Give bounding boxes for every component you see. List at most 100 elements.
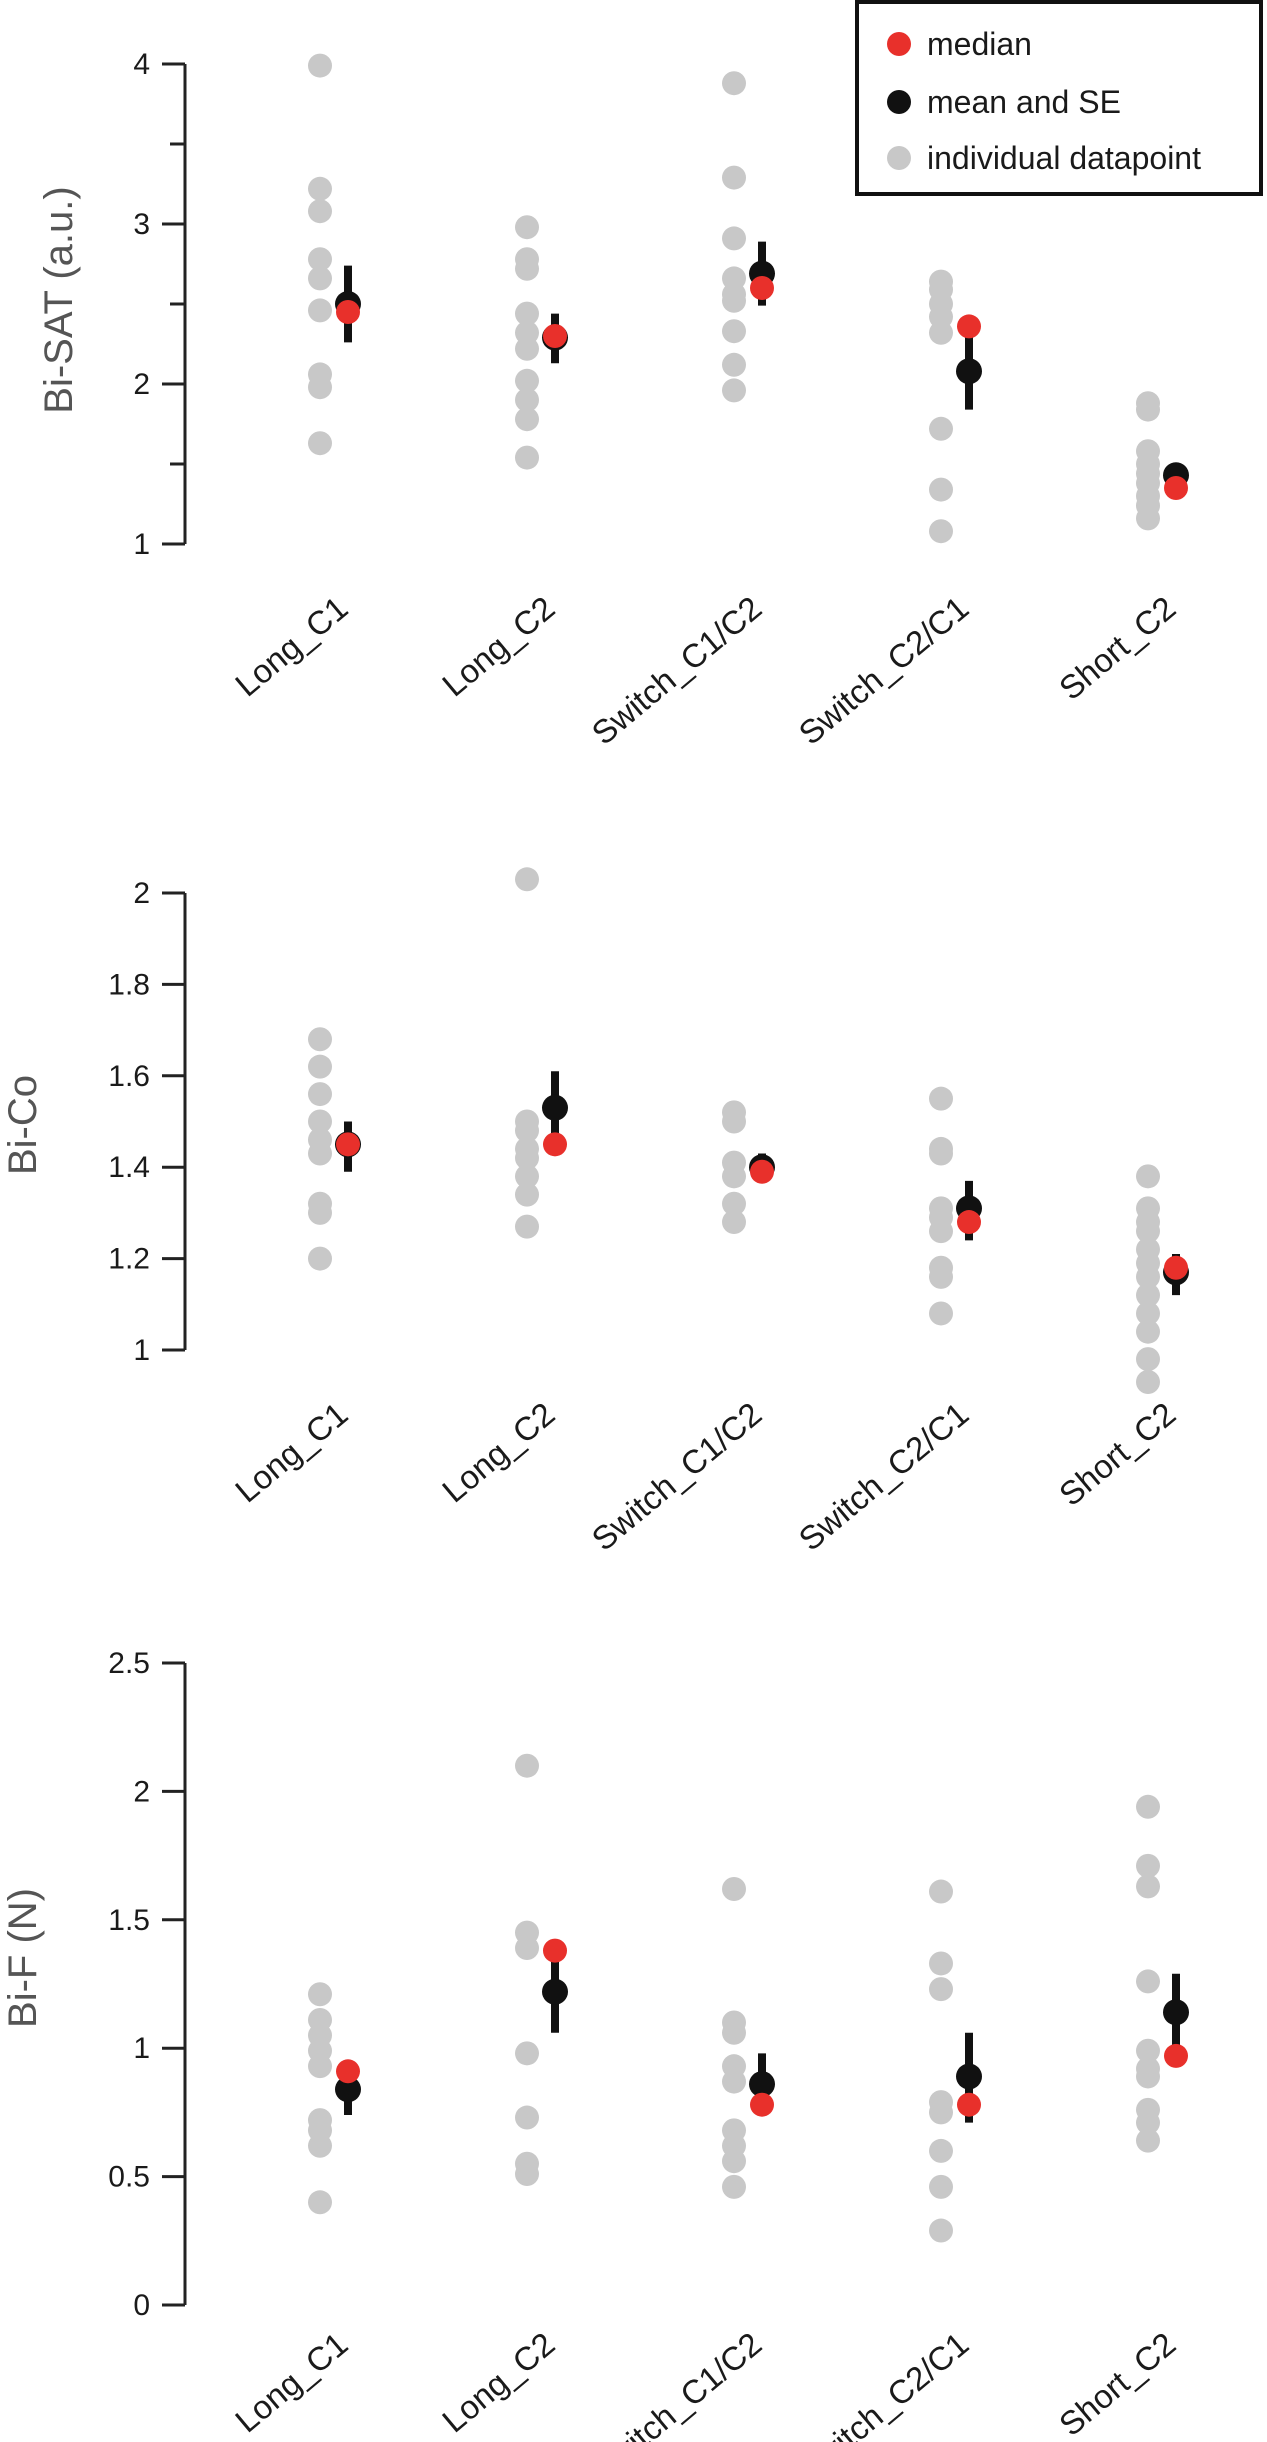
individual-datapoint	[515, 2041, 539, 2066]
median-marker	[957, 314, 981, 339]
individual-datapoint	[308, 1200, 332, 1225]
category-labels: Long_C1 Long_C2 Switch_C1/C2 Switch_C2/C1 Sh…	[228, 2325, 1182, 2442]
y-tick-label: 1	[133, 1334, 150, 1367]
individual-datapoint	[1136, 1369, 1160, 1394]
mean-marker	[335, 2076, 361, 2103]
individual-datapoint	[308, 2054, 332, 2079]
legend-individual-label: individual datapoint	[927, 140, 1201, 176]
median-marker	[1164, 1255, 1188, 1280]
individual-datapoint	[308, 1054, 332, 1079]
y-axis-title: Bi-F (N)	[1, 1888, 45, 2028]
individual-datapoint	[515, 301, 539, 326]
median-marker	[957, 2092, 981, 2117]
individual-datapoint	[308, 53, 332, 78]
individual-datapoint	[929, 1879, 953, 1904]
individual-datapoint	[308, 247, 332, 272]
data-points	[308, 867, 1189, 1394]
individual-datapoint	[1136, 397, 1160, 422]
individual-datapoint	[515, 1146, 539, 1171]
individual-datapoint	[929, 1264, 953, 1289]
category-label: Long_C2	[435, 1395, 561, 1509]
individual-datapoint	[1136, 2038, 1160, 2063]
legend-individual-marker	[887, 146, 911, 170]
individual-datapoint	[515, 1118, 539, 1143]
individual-datapoint	[308, 1982, 332, 2007]
individual-datapoint	[722, 71, 746, 96]
y-tick-label: 4	[133, 48, 150, 81]
y-tick-label: 1.5	[108, 1904, 150, 1937]
median-marker	[1164, 476, 1188, 500]
individual-datapoint	[515, 1182, 539, 1207]
y-axis-title: Bi-Co	[1, 1075, 45, 1175]
individual-datapoint	[722, 2149, 746, 2174]
y-tick-label: 2	[133, 877, 150, 910]
individual-datapoint	[1136, 506, 1160, 531]
individual-datapoint	[722, 1876, 746, 1901]
y-axis-title: Bi-SAT (a.u.)	[37, 186, 81, 413]
median-marker	[336, 2059, 360, 2084]
median-marker	[750, 2092, 774, 2117]
individual-datapoint	[929, 519, 953, 544]
individual-datapoint	[1136, 1301, 1160, 1326]
y-tick-label: 1.8	[108, 968, 150, 1001]
y-axis-ticks: 0 0.5 1 1.5 2 2.5	[108, 1647, 185, 2322]
individual-datapoint	[308, 2190, 332, 2215]
individual-datapoint	[1136, 1969, 1160, 1994]
median-marker	[1164, 2043, 1188, 2068]
individual-datapoint	[308, 266, 332, 291]
y-tick-label: 2	[133, 368, 150, 401]
individual-datapoint	[1136, 1874, 1160, 1899]
data-points	[308, 1753, 1189, 2243]
individual-datapoint	[515, 407, 539, 432]
category-label: Long_C1	[228, 1395, 354, 1509]
individual-datapoint	[308, 1109, 332, 1134]
individual-datapoint	[515, 867, 539, 892]
individual-datapoint	[1136, 2128, 1160, 2153]
mean-marker	[542, 1094, 568, 1121]
median-marker	[543, 1132, 567, 1157]
individual-datapoint	[929, 2218, 953, 2243]
y-tick-label: 1	[133, 2032, 150, 2065]
mean-marker	[749, 2071, 775, 2098]
individual-datapoint	[929, 2138, 953, 2163]
legend-box	[855, 0, 1263, 196]
individual-datapoint	[929, 320, 953, 345]
category-labels: Long_C1 Long_C2 Switch_C1/C2 Switch_C2/C1 Sh…	[228, 1395, 1182, 1558]
y-tick-label: 1.6	[108, 1060, 150, 1093]
individual-datapoint	[722, 2174, 746, 2199]
individual-datapoint	[308, 1246, 332, 1271]
individual-datapoint	[515, 2162, 539, 2187]
mean-marker	[542, 1978, 568, 2005]
mean-marker	[956, 2063, 982, 2090]
category-label: Switch_C2/C1	[792, 2325, 976, 2442]
individual-datapoint	[722, 288, 746, 313]
legend: median mean and SE individual datapoint	[855, 0, 1263, 196]
data-points	[308, 53, 1189, 544]
individual-datapoint	[722, 2069, 746, 2094]
individual-datapoint	[515, 1753, 539, 1778]
y-tick-label: 1.2	[108, 1243, 150, 1276]
category-label: Switch_C2/C1	[792, 1395, 976, 1558]
category-labels: Long_C1 Long_C2 Switch_C1/C2 Switch_C2/C1 Sh…	[228, 589, 1182, 752]
category-label: Switch_C1/C2	[585, 2325, 769, 2442]
individual-datapoint	[929, 416, 953, 441]
median-marker	[750, 1159, 774, 1184]
individual-datapoint	[515, 215, 539, 240]
individual-datapoint	[308, 2133, 332, 2158]
legend-median-marker	[887, 32, 911, 56]
individual-datapoint	[308, 176, 332, 201]
individual-datapoint	[722, 226, 746, 251]
y-tick-label: 0.5	[108, 2161, 150, 2194]
y-tick-label: 2.5	[108, 1647, 150, 1680]
legend-mean-marker	[887, 90, 911, 114]
individual-datapoint	[515, 256, 539, 281]
individual-datapoint	[1136, 1264, 1160, 1289]
category-label: Short_C2	[1052, 589, 1183, 707]
individual-datapoint	[308, 1141, 332, 1166]
individual-datapoint	[308, 431, 332, 456]
individual-datapoint	[515, 1214, 539, 1239]
individual-datapoint	[722, 378, 746, 403]
category-label: Long_C1	[228, 2325, 354, 2439]
individual-datapoint	[929, 1977, 953, 2002]
